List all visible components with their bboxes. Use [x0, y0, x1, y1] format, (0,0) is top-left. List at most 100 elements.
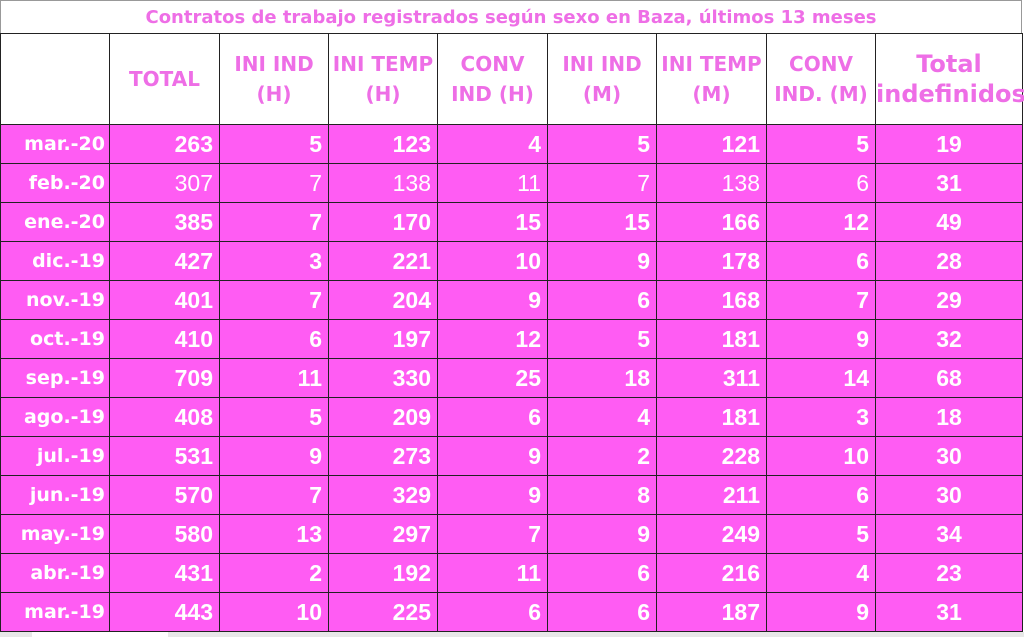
- value-cell: 401: [109, 280, 220, 320]
- value-cell: 170: [328, 202, 438, 242]
- column-header: CONV IND (H): [437, 33, 548, 125]
- value-cell: 11: [219, 358, 329, 398]
- table-row: oct.-19 410 6 197 12 5 181 9 32: [0, 319, 1023, 359]
- table-row: dic.-19 427 3 221 10 9 178 6 28: [0, 241, 1023, 281]
- value-cell: 4: [437, 124, 548, 164]
- value-cell: 5: [219, 124, 329, 164]
- table-row: ago.-19 408 5 209 6 4 181 3 18: [0, 397, 1023, 437]
- table-row: mar.-19 443 10 225 6 6 187 9 31: [0, 592, 1023, 632]
- value-cell: 9: [437, 436, 548, 476]
- month-cell: jun.-19: [0, 475, 110, 515]
- value-cell: 249: [656, 514, 767, 554]
- month-cell: ago.-19: [0, 397, 110, 437]
- value-cell: 7: [437, 514, 548, 554]
- value-cell: 329: [328, 475, 438, 515]
- contracts-table: TOTAL INI IND (H) INI TEMP (H) CONV IND (H) INI…: [0, 33, 1024, 632]
- total-indefinidos-cell: 28: [875, 241, 1023, 281]
- total-indefinidos-cell: 23: [875, 553, 1023, 593]
- value-cell: 311: [656, 358, 767, 398]
- value-cell: 6: [766, 241, 876, 281]
- value-cell: 3: [219, 241, 329, 281]
- value-cell: 5: [219, 397, 329, 437]
- value-cell: 9: [766, 592, 876, 632]
- sheet-tab-strip: [0, 632, 1024, 637]
- total-indefinidos-cell: 34: [875, 514, 1023, 554]
- value-cell: 443: [109, 592, 220, 632]
- table-row: jun.-19 570 7 329 9 8 211 6 30: [0, 475, 1023, 515]
- value-cell: 225: [328, 592, 438, 632]
- value-cell: 204: [328, 280, 438, 320]
- value-cell: 5: [766, 514, 876, 554]
- month-cell: nov.-19: [0, 280, 110, 320]
- value-cell: 181: [656, 319, 767, 359]
- total-indefinidos-cell: 49: [875, 202, 1023, 242]
- table-row: ene.-20 385 7 170 15 15 166 12 49: [0, 202, 1023, 242]
- value-cell: 709: [109, 358, 220, 398]
- column-header: INI IND (M): [547, 33, 657, 125]
- value-cell: 10: [437, 241, 548, 281]
- value-cell: 121: [656, 124, 767, 164]
- month-cell: oct.-19: [0, 319, 110, 359]
- value-cell: 6: [219, 319, 329, 359]
- column-header-line: indefinidos: [876, 80, 1024, 108]
- column-header: INI TEMP (M): [656, 33, 767, 125]
- column-header-line: (H): [365, 82, 401, 106]
- month-cell: dic.-19: [0, 241, 110, 281]
- value-cell: 6: [437, 592, 548, 632]
- value-cell: 8: [547, 475, 657, 515]
- value-cell: 330: [328, 358, 438, 398]
- month-cell: sep.-19: [0, 358, 110, 398]
- value-cell: 11: [437, 553, 548, 593]
- table-row: may.-19 580 13 297 7 9 249 5 34: [0, 514, 1023, 554]
- total-indefinidos-cell: 30: [875, 436, 1023, 476]
- value-cell: 228: [656, 436, 767, 476]
- month-cell: jul.-19: [0, 436, 110, 476]
- value-cell: 2: [547, 436, 657, 476]
- value-cell: 273: [328, 436, 438, 476]
- column-header: INI TEMP (H): [328, 33, 438, 125]
- value-cell: 7: [219, 163, 329, 203]
- month-cell: feb.-20: [0, 163, 110, 203]
- value-cell: 431: [109, 553, 220, 593]
- total-indefinidos-cell: 30: [875, 475, 1023, 515]
- value-cell: 211: [656, 475, 767, 515]
- value-cell: 15: [437, 202, 548, 242]
- value-cell: 9: [219, 436, 329, 476]
- column-header-line: INI IND: [234, 52, 314, 76]
- month-cell: may.-19: [0, 514, 110, 554]
- value-cell: 4: [547, 397, 657, 437]
- value-cell: 12: [437, 319, 548, 359]
- column-header-line: (H): [256, 82, 292, 106]
- column-header-line: CONV: [460, 52, 525, 76]
- column-header-line: INI TEMP: [661, 52, 762, 76]
- total-indefinidos-cell: 31: [875, 163, 1023, 203]
- table-row: sep.-19 709 11 330 25 18 311 14 68: [0, 358, 1023, 398]
- column-header-line: INI TEMP: [332, 52, 434, 76]
- value-cell: 138: [328, 163, 438, 203]
- table-row: jul.-19 531 9 273 9 2 228 10 30: [0, 436, 1023, 476]
- value-cell: 7: [219, 475, 329, 515]
- value-cell: 5: [547, 124, 657, 164]
- total-indefinidos-cell: 32: [875, 319, 1023, 359]
- value-cell: 197: [328, 319, 438, 359]
- value-cell: 263: [109, 124, 220, 164]
- value-cell: 168: [656, 280, 767, 320]
- value-cell: 18: [547, 358, 657, 398]
- value-cell: 25: [437, 358, 548, 398]
- value-cell: 11: [437, 163, 548, 203]
- column-header: [0, 33, 110, 125]
- value-cell: 9: [547, 241, 657, 281]
- sheet-tab[interactable]: [32, 632, 168, 637]
- value-cell: 408: [109, 397, 220, 437]
- value-cell: 123: [328, 124, 438, 164]
- value-cell: 6: [547, 280, 657, 320]
- column-header-line: IND (H): [451, 82, 534, 106]
- table-title: Contratos de trabajo registrados según s…: [0, 0, 1022, 33]
- value-cell: 7: [219, 280, 329, 320]
- value-cell: 570: [109, 475, 220, 515]
- value-cell: 9: [437, 280, 548, 320]
- total-indefinidos-cell: 18: [875, 397, 1023, 437]
- value-cell: 6: [766, 163, 876, 203]
- value-cell: 5: [766, 124, 876, 164]
- value-cell: 6: [547, 592, 657, 632]
